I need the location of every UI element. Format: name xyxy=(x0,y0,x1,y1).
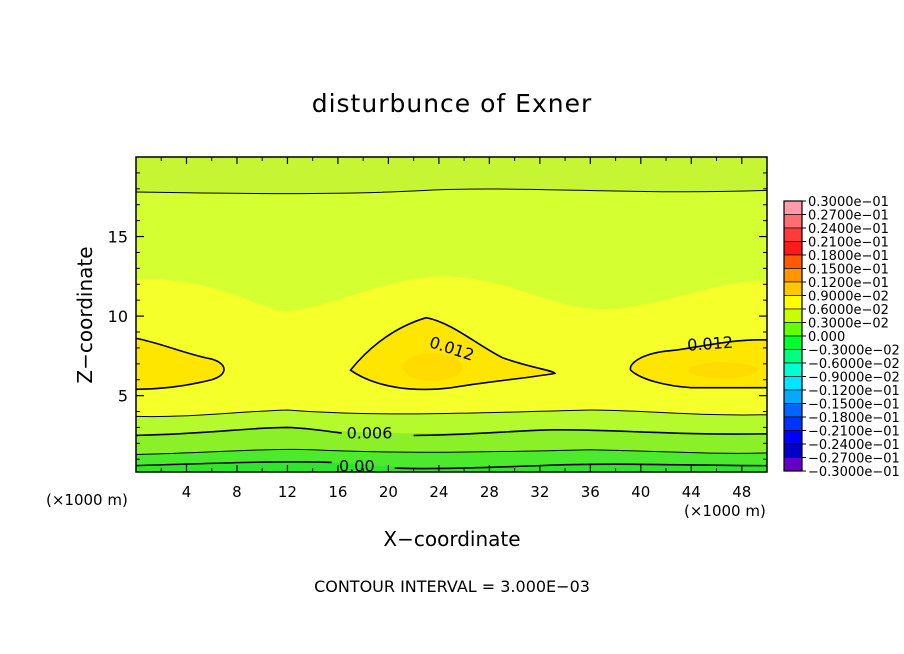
colorbar-cell xyxy=(783,443,803,458)
y-axis-label: Z−coordinate xyxy=(73,246,97,383)
y-tick-label: 15 xyxy=(108,228,128,247)
x-tick-label: 24 xyxy=(429,483,448,501)
x-unit-right: (×1000 m) xyxy=(684,502,766,520)
colorbar-cell xyxy=(783,416,803,431)
colorbar-cell xyxy=(783,200,803,215)
colorbar-label: −0.3000e−01 xyxy=(808,465,900,480)
colorbar-label: −0.1200e−01 xyxy=(808,384,900,399)
colorbar-label: 0.3000e−01 xyxy=(808,195,889,210)
colorbar-cell xyxy=(783,295,803,310)
colorbar-label: 0.000 xyxy=(808,330,845,345)
colorbar-label: −0.2400e−01 xyxy=(808,438,900,453)
colorbar: 0.3000e−010.2700e−010.2400e−010.2100e−01… xyxy=(783,195,900,480)
colorbar-cell xyxy=(783,308,803,323)
contour-line xyxy=(135,188,768,195)
contour-lines xyxy=(135,188,768,470)
colorbar-cell xyxy=(783,254,803,269)
x-tick-label: 32 xyxy=(530,483,549,501)
contour-line xyxy=(135,337,225,391)
contour-label: 0.006 xyxy=(347,423,393,442)
colorbar-cell xyxy=(783,268,803,283)
x-tick-label: 12 xyxy=(278,483,297,501)
colorbar-label: −0.9000e−02 xyxy=(808,371,900,386)
field-band xyxy=(136,461,767,472)
field-core xyxy=(688,362,757,379)
colorbar-label: 0.3000e−02 xyxy=(808,317,889,332)
x-axis-label: X−coordinate xyxy=(383,527,520,551)
colorbar-label: 0.2100e−01 xyxy=(808,236,889,251)
colorbar-label: −0.3000e−02 xyxy=(808,344,900,359)
colorbar-label: 0.2400e−01 xyxy=(808,222,889,237)
colorbar-cell xyxy=(783,227,803,242)
contour-line xyxy=(135,426,768,437)
field-region xyxy=(136,338,225,390)
colorbar-cell xyxy=(783,322,803,337)
colorbar-cell xyxy=(783,281,803,296)
x-axis-ticks: 4 8 12 16 20 24 28 32 36 40 44 48 xyxy=(160,157,751,501)
contour-label: 0.012 xyxy=(687,333,734,355)
x-tick-label: 40 xyxy=(631,483,650,501)
contour-label: 0.00 xyxy=(339,457,375,476)
colorbar-cell xyxy=(783,335,803,350)
x-tick-label: 48 xyxy=(732,483,751,501)
colorbar-cell xyxy=(783,430,803,445)
x-tick-label: 8 xyxy=(232,483,242,501)
field-band xyxy=(136,157,767,194)
contour-line xyxy=(135,409,768,418)
colorbar-cell xyxy=(783,457,803,472)
colorbar-label: −0.1800e−01 xyxy=(808,411,900,426)
colorbar-cell xyxy=(783,389,803,404)
contour-line xyxy=(349,316,557,391)
x-tick-label: 20 xyxy=(379,483,398,501)
plot-frame xyxy=(135,156,768,473)
colorbar-label: −0.2100e−01 xyxy=(808,425,900,440)
colorbar-label: 0.6000e−02 xyxy=(808,303,889,318)
colorbar-label: 0.1800e−01 xyxy=(808,249,889,264)
colorbar-cell xyxy=(783,214,803,229)
colorbar-label: −0.2700e−01 xyxy=(808,452,900,467)
colorbar-label: 0.9000e−02 xyxy=(808,290,889,305)
field-region xyxy=(350,317,555,390)
x-tick-label: 4 xyxy=(182,483,192,501)
x-tick-label: 36 xyxy=(581,483,600,501)
colorbar-cell xyxy=(783,403,803,418)
chart-title: disturbunce of Exner xyxy=(312,89,593,118)
x-tick-label: 16 xyxy=(328,483,347,501)
colorbar-cell xyxy=(783,349,803,364)
colorbar-cell xyxy=(783,362,803,377)
x-tick-label: 44 xyxy=(682,483,701,501)
colorbar-cell xyxy=(783,376,803,391)
colorbar-cell xyxy=(783,241,803,256)
colorbar-label: −0.6000e−02 xyxy=(808,357,900,372)
contour-interval-note: CONTOUR INTERVAL = 3.000E−03 xyxy=(314,577,590,596)
y-axis-ticks: 5 10 15 xyxy=(108,172,767,460)
contour-line xyxy=(135,461,768,470)
x-tick-label: 28 xyxy=(480,483,499,501)
y-tick-label: 5 xyxy=(118,387,128,406)
x-unit-left: (×1000 m) xyxy=(46,491,128,509)
colorbar-label: 0.1200e−01 xyxy=(808,276,889,291)
colorbar-label: −0.1500e−01 xyxy=(808,398,900,413)
field-core xyxy=(402,353,463,381)
contour-line xyxy=(135,448,768,455)
filled-contours xyxy=(136,157,767,472)
colorbar-label: 0.2700e−01 xyxy=(808,209,889,224)
y-tick-label: 10 xyxy=(108,307,128,326)
contour-line xyxy=(629,339,768,389)
colorbar-label: 0.1500e−01 xyxy=(808,263,889,278)
